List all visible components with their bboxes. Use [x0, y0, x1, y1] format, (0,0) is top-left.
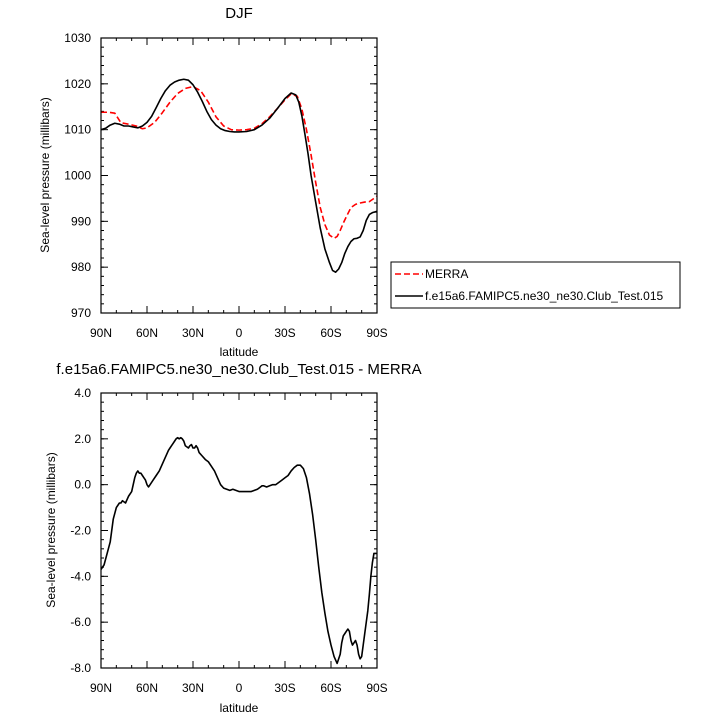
- top-plot-area: 90N 60N 30N 0 30S 60S 90S 970 980 990 1000 1010 1020…: [64, 31, 387, 340]
- bottom-y-tick-label: -6.0: [70, 615, 91, 629]
- top-y-tick-label: 1000: [64, 169, 91, 183]
- bottom-xlabel: latitude: [220, 701, 259, 715]
- top-y-tick-label: 1010: [64, 123, 91, 137]
- bottom-x-tick-label: 30S: [274, 681, 295, 695]
- top-plot-frame: [100, 37, 378, 314]
- bottom-x-tick-label: 30N: [182, 681, 204, 695]
- bottom-series-line-0: [100, 436, 377, 665]
- top-x-tick-label: 90S: [366, 326, 387, 340]
- bottom-title: f.e15a6.FAMIPC5.ne30_ne30.Club_Test.015 …: [56, 361, 421, 378]
- top-y-tick-label: 970: [71, 306, 91, 320]
- top-panel: DJF 90N 60N 30N 0 30S 60S 90S 970 980 990 1000 1010…: [38, 5, 388, 359]
- bottom-plot-area: 90N 60N 30N 0 30S 60S 90S -8.0 -6.0 -4.0 -2.0 0.0 2.…: [70, 386, 387, 695]
- bottom-y-tick-label: 4.0: [74, 386, 91, 400]
- top-xlabel: latitude: [220, 345, 259, 359]
- top-ylabel: Sea-level pressure (millibars): [38, 97, 52, 252]
- bottom-plot-frame: [100, 392, 378, 669]
- legend-label-merra: MERRA: [425, 267, 468, 281]
- top-y-tick-label: 980: [71, 260, 91, 274]
- bottom-panel: f.e15a6.FAMIPC5.ne30_ne30.Club_Test.015 …: [44, 361, 422, 715]
- top-x-tick-label: 60N: [136, 326, 158, 340]
- bottom-y-tick-label: -8.0: [70, 661, 91, 675]
- bottom-y-tick-label: 0.0: [74, 478, 91, 492]
- top-y-tick-label: 1020: [64, 77, 91, 91]
- bottom-x-tick-label: 0: [236, 681, 243, 695]
- top-series-line-1: [100, 78, 378, 274]
- bottom-y-tick-label: -2.0: [70, 524, 91, 538]
- top-y-tick-label: 990: [71, 214, 91, 228]
- top-title: DJF: [225, 5, 253, 22]
- top-x-tick-label: 90N: [90, 326, 112, 340]
- top-x-tick-label: 30N: [182, 326, 204, 340]
- top-x-tick-label: 30S: [274, 326, 295, 340]
- bottom-ylabel: Sea-level pressure (millibars): [44, 452, 58, 607]
- legend-label-model: f.e15a6.FAMIPC5.ne30_ne30.Club_Test.015: [425, 289, 663, 303]
- bottom-x-tick-label: 90S: [366, 681, 387, 695]
- bottom-x-tick-label: 90N: [90, 681, 112, 695]
- top-series-line-0: [101, 85, 378, 240]
- bottom-x-tick-label: 60N: [136, 681, 158, 695]
- top-x-tick-label: 0: [236, 326, 243, 340]
- bottom-y-tick-label: -4.0: [70, 569, 91, 583]
- top-x-tick-label: 60S: [320, 326, 341, 340]
- bottom-y-tick-label: 2.0: [74, 432, 91, 446]
- bottom-x-tick-label: 60S: [320, 681, 341, 695]
- legend: MERRA f.e15a6.FAMIPC5.ne30_ne30.Club_Tes…: [390, 261, 681, 309]
- legend-box: [390, 261, 681, 309]
- top-y-tick-label: 1030: [64, 31, 91, 45]
